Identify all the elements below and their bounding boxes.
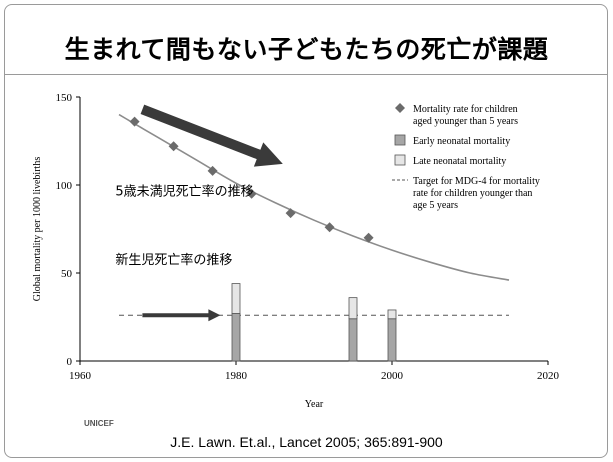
x-tick-label: 1980: [225, 370, 248, 382]
under5-data-point: [363, 232, 374, 243]
legend-label: aged younger than 5 years: [413, 116, 518, 127]
legend-label: Early neonatal mortality: [413, 136, 510, 147]
unicef-logo-text: UNICEF: [84, 419, 114, 428]
legend-swatch-diamond: [395, 103, 405, 113]
under5-points-group: [129, 116, 374, 243]
under5-annotation: 5歳未満児死亡率の推移: [115, 184, 253, 200]
legend-label: age 5 years: [413, 200, 458, 211]
early-neonatal-bar: [387, 318, 397, 362]
legend-label: Target for MDG-4 for mortality: [413, 176, 540, 187]
trend-arrow-small: [142, 309, 221, 322]
legend-swatch-early: [394, 134, 406, 146]
neonatal-bars-group: [231, 283, 397, 362]
title-divider: [5, 74, 608, 75]
arrows-group: [140, 104, 283, 322]
early-neonatal-bar: [348, 318, 358, 362]
late-neonatal-bar: [231, 283, 241, 314]
under5-data-point: [207, 165, 218, 176]
chart-tick-labels: 1960 1980 2000 2020 0 50 100 150: [56, 92, 560, 382]
x-tick-label: 2000: [381, 370, 404, 382]
x-axis-title: Year: [305, 399, 324, 410]
y-tick-label: 100: [56, 180, 73, 192]
y-tick-label: 50: [61, 268, 73, 280]
under5-data-point: [246, 188, 257, 199]
trend-curve-group: [118, 113, 510, 281]
under5-data-point: [285, 208, 296, 219]
y-tick-label: 0: [67, 356, 73, 368]
slide-title: 生まれて間もない子どもたちの死亡が課題: [64, 35, 549, 64]
slide-frame: [4, 4, 608, 458]
early-neonatal-bar: [231, 313, 241, 362]
y-axis-title: Global mortality per 1000 livebirths: [32, 157, 43, 302]
legend-label: Mortality rate for children: [413, 104, 518, 115]
trend-arrow-large: [140, 104, 283, 167]
legend-label: Late neonatal mortality: [413, 156, 506, 167]
legend-swatch-late: [394, 154, 406, 166]
under5-data-point: [168, 141, 179, 152]
y-tick-label: 150: [56, 92, 73, 104]
late-neonatal-bar: [387, 309, 397, 320]
x-tick-label: 2020: [537, 370, 560, 382]
neonatal-annotation: 新生児死亡率の推移: [115, 252, 232, 268]
legend-label: rate for children younger than: [413, 188, 532, 199]
under5-data-point: [324, 222, 335, 233]
citation: J.E. Lawn. Et.al., Lancet 2005; 365:891-…: [170, 434, 443, 450]
under5-trend-curve: [118, 113, 510, 281]
x-tick-label: 1960: [69, 370, 92, 382]
under5-data-point: [129, 116, 140, 127]
chart-axes: [76, 96, 549, 365]
late-neonatal-bar: [348, 297, 358, 320]
